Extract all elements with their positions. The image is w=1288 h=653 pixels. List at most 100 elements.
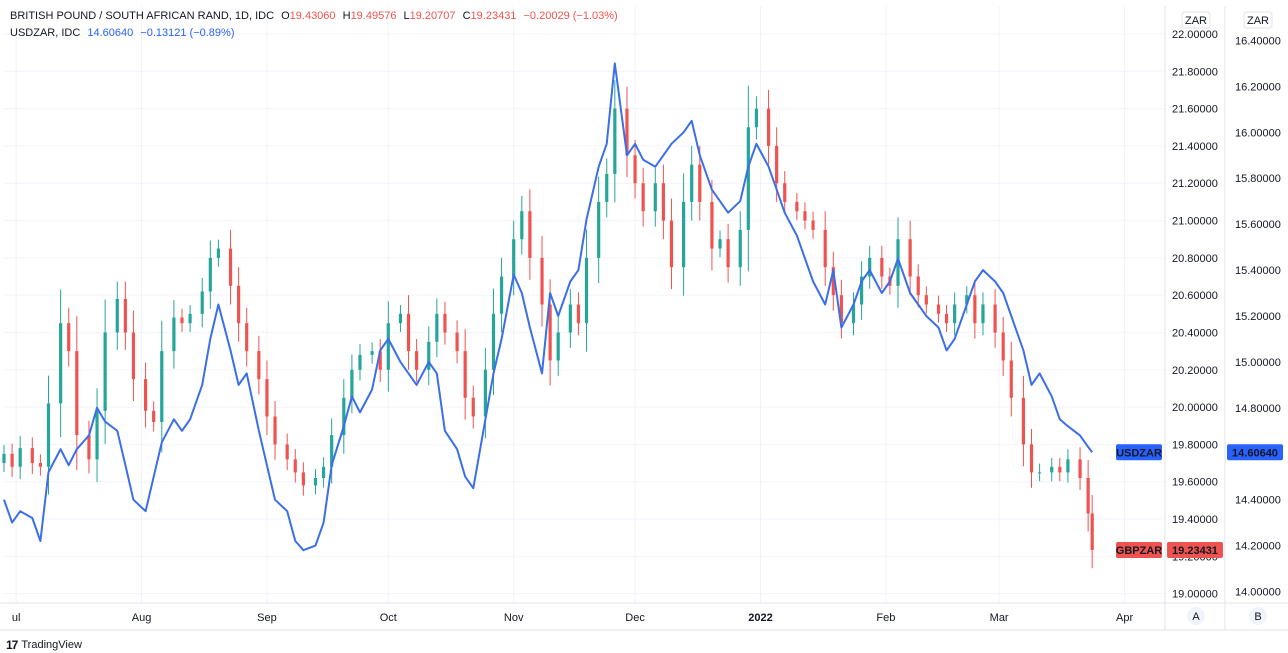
gbpzar-candle [520, 195, 524, 255]
usdzar-line-path [3, 62, 1093, 552]
gbpzar-candle [916, 264, 920, 308]
candle-body [59, 323, 63, 404]
left-axis-tick: 21.80000 [1172, 66, 1218, 78]
left-axis-tick: 19.00000 [1172, 589, 1218, 601]
gbpzar-candle [633, 139, 637, 199]
candle-body [427, 341, 431, 370]
x-axis-tick: Nov [504, 612, 524, 624]
candle-body [483, 369, 487, 417]
candle-body [123, 298, 127, 333]
gbpzar-candle [180, 308, 184, 333]
left-axis-tick: 20.40000 [1172, 327, 1218, 339]
candle-body [851, 304, 856, 324]
candle-body [823, 229, 827, 268]
gbpzar-candle [378, 339, 382, 382]
candle-body [188, 313, 192, 324]
candle-body [398, 313, 403, 324]
gbpzar-candle [265, 360, 269, 436]
left-axis-tick: 20.00000 [1172, 402, 1218, 414]
usdzar-legend: USDZAR, IDC 14.60640 −0.13121 (−0.89%) [10, 27, 238, 39]
gbpzar-candle [605, 158, 609, 218]
left-axis-tick: 20.80000 [1172, 253, 1218, 265]
gbpzar-candle [993, 289, 997, 348]
gbpzar-low: 19.20707 [409, 10, 456, 22]
gbpzar-candle [342, 379, 346, 454]
gbpzar-candle [512, 220, 516, 296]
gbpzar-candle [228, 229, 233, 305]
scale-button-b-label: B [1254, 611, 1261, 623]
gbpzar-candle [293, 449, 297, 483]
gbpzar-candle [641, 167, 645, 227]
gbpzar-candle [880, 245, 884, 289]
scale-button-a-label: A [1192, 611, 1200, 623]
candle-body [669, 220, 674, 268]
candle-body [653, 183, 657, 212]
gbpzar-candle [273, 401, 277, 460]
gbpzar-candle [868, 245, 872, 289]
gbpzar-candle [597, 176, 601, 284]
gbpzar-candle [67, 307, 71, 367]
gbpzar-candle [18, 436, 22, 479]
gbpzar-candle [321, 457, 326, 488]
gbpzar-candle [944, 304, 949, 333]
scale-button-a[interactable]: A [1187, 607, 1205, 625]
gbpzar-candle [1086, 459, 1090, 532]
gbpzar-price-tag: 19.23431 [1167, 541, 1223, 558]
candle-body [738, 229, 742, 268]
x-axis-tick: Aug [132, 612, 152, 624]
candle-body [273, 416, 277, 445]
usdzar-series-tag: USDZAR [1116, 444, 1162, 461]
candle-body [597, 201, 601, 258]
candle-body [556, 332, 560, 361]
candle-body [568, 304, 572, 333]
gbpzar-candle [1058, 457, 1062, 482]
left-axis-tick: 22.00000 [1172, 29, 1218, 41]
candle-body [1021, 397, 1026, 445]
right-axis-unit-box: ZAR [1243, 11, 1273, 29]
candle-body [613, 108, 617, 174]
candle-body [973, 295, 977, 324]
candle-body [330, 435, 334, 467]
gbpzar-candle [908, 220, 912, 296]
gbpzar-candle [556, 317, 560, 376]
candle-body [415, 351, 419, 370]
gbpzar-candle [528, 189, 532, 280]
candle-body [576, 304, 581, 324]
candle-body [386, 323, 390, 370]
gbpzar-candle [200, 278, 204, 328]
gbpzar-candle [718, 230, 722, 258]
candle-body [321, 466, 326, 479]
gbpzar-candle [896, 217, 900, 308]
gbpzar-candle [1029, 429, 1034, 488]
x-axis-tick: Mar [990, 612, 1009, 624]
x-axis-tick: Oct [380, 612, 397, 624]
gbpzar-candle [795, 193, 799, 221]
candle-body [1058, 466, 1062, 473]
candle-body [463, 351, 467, 398]
gbpzar-legend: BRITISH POUND / SOUTH AFRICAN RAND, 1D, … [10, 10, 618, 22]
gbpzar-candle [123, 281, 127, 350]
gbpzar-candle [653, 167, 657, 227]
scale-button-b[interactable]: B [1249, 607, 1267, 625]
candle-body [471, 397, 475, 417]
candle-body [924, 295, 928, 305]
gbpzar-candle [839, 279, 843, 339]
candle-body [200, 291, 204, 314]
gbpzar-candle [435, 298, 439, 358]
x-axis-tick: Feb [876, 612, 895, 624]
candle-body [965, 295, 969, 305]
tradingview-logo[interactable]: 17 TradingView [6, 638, 82, 652]
gbpzar-candle [576, 292, 581, 336]
gbpzar-candle [936, 295, 941, 323]
gbpzar-candle [131, 310, 136, 402]
candle-body [1050, 466, 1054, 473]
x-axis-tick: Apr [1116, 612, 1133, 624]
candle-body [131, 332, 136, 380]
gbpzar-candle [738, 211, 742, 286]
candle-body [795, 201, 799, 212]
candle-body [944, 313, 949, 324]
gbpzar-candles [2, 80, 1094, 569]
left-axis-tick: 19.40000 [1172, 514, 1218, 526]
candle-body [936, 304, 941, 314]
